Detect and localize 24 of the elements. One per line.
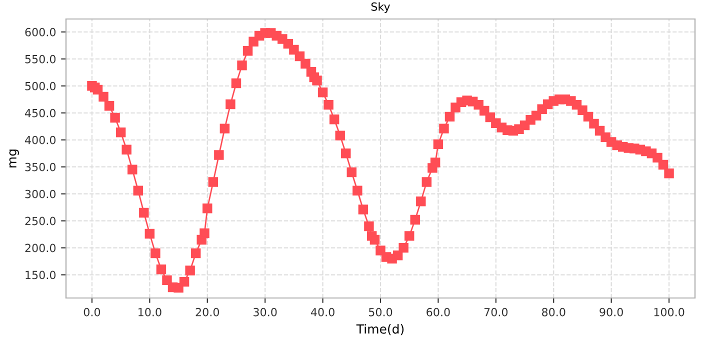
- x-tick-label: 20.0: [196, 308, 220, 316]
- y-axis-title: mg: [9, 150, 19, 168]
- x-tick-label: 100.0: [654, 308, 684, 316]
- y-tick-label: 450.0: [25, 108, 56, 118]
- chart-title: Sky: [371, 2, 390, 13]
- y-tick-label: 300.0: [25, 190, 56, 198]
- y-tick-label: 350.0: [25, 162, 56, 172]
- x-tick-label: 50.0: [368, 308, 392, 316]
- x-axis-title: Time(d): [356, 324, 404, 336]
- x-tick-label: 90.0: [600, 308, 623, 316]
- x-tick-label: 0.0: [84, 308, 100, 316]
- y-tick-label: 400.0: [25, 136, 56, 144]
- x-tick-label: 70.0: [484, 308, 508, 316]
- y-tick-label: 150.0: [26, 270, 56, 280]
- y-tick-label: 250.0: [25, 216, 56, 226]
- y-tick-label: 600.0: [25, 28, 56, 36]
- x-tick-label: 40.0: [310, 308, 334, 316]
- x-tick-label: 30.0: [254, 308, 277, 316]
- x-tick-label: 80.0: [542, 308, 566, 316]
- y-tick-label: 200.0: [25, 244, 56, 252]
- y-tick-label: 500.0: [25, 82, 56, 90]
- x-tick-label: 10.0: [138, 308, 162, 316]
- x-tick-label: 60.0: [426, 308, 450, 316]
- y-tick-label: 550.0: [25, 54, 56, 64]
